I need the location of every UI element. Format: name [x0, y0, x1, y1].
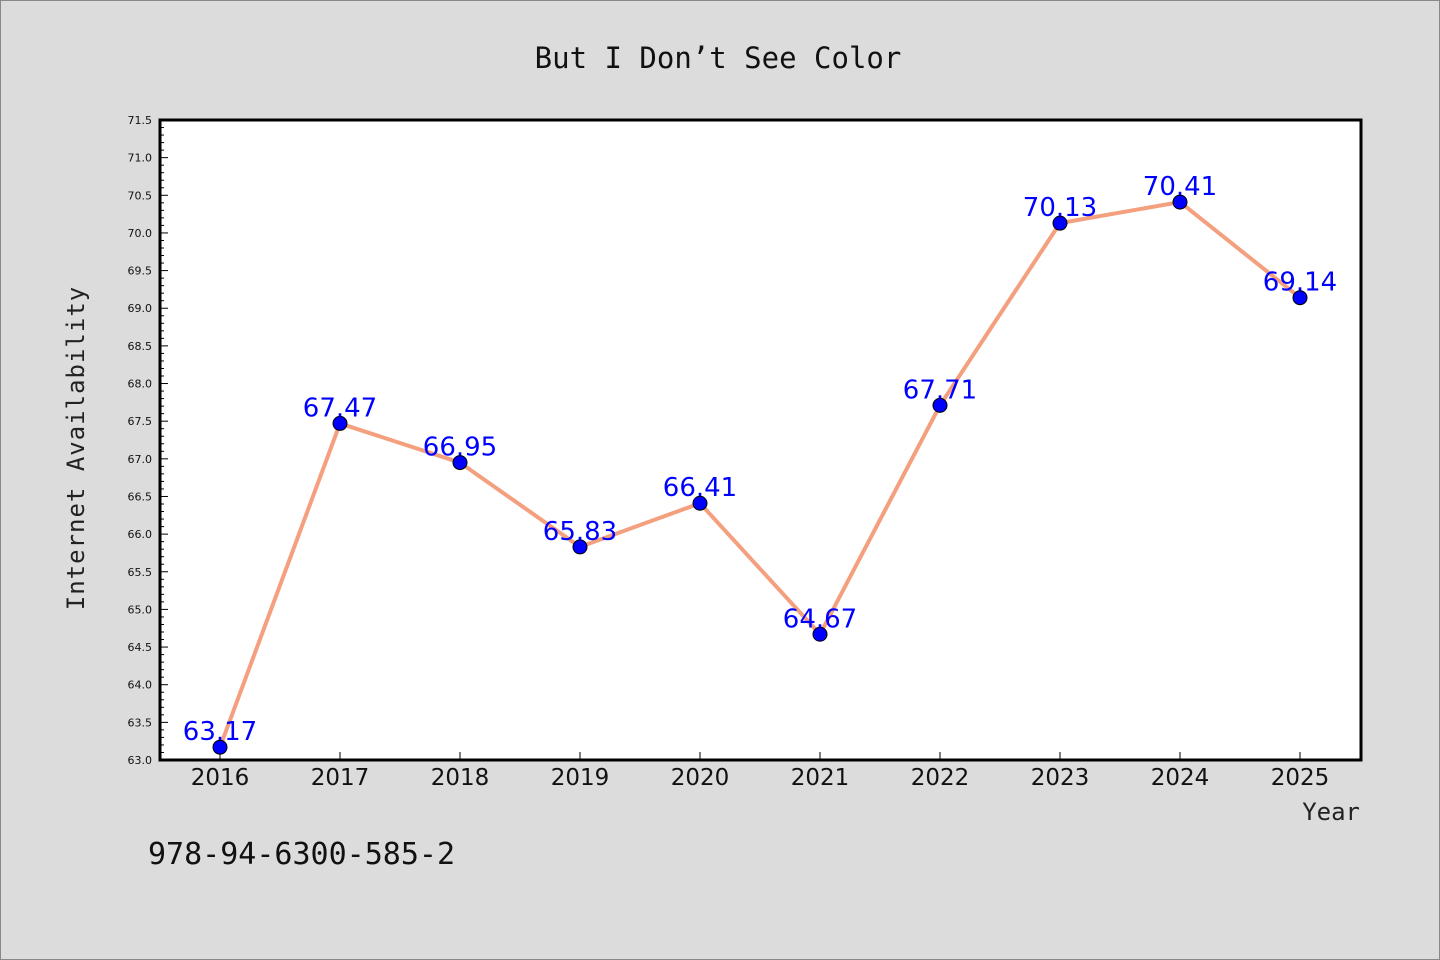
data-point	[932, 397, 948, 413]
series-line	[218, 200, 1302, 750]
y-tick-label: 69.0	[128, 302, 153, 315]
data-label: 70.13	[1023, 193, 1097, 223]
data-label: 69.14	[1263, 268, 1337, 298]
data-label: 66.95	[423, 433, 497, 463]
y-tick-label: 65.5	[128, 566, 153, 579]
data-point	[1052, 215, 1068, 231]
data-label: 66.41	[663, 473, 737, 503]
data-point	[692, 495, 708, 511]
y-tick-label: 71.5	[128, 114, 153, 127]
footnote-isbn: 978-94-6300-585-2	[148, 837, 455, 872]
x-tick-label: 2018	[431, 765, 490, 791]
y-tick-label: 70.5	[128, 189, 153, 202]
y-tick-label: 63.5	[128, 716, 153, 729]
plot-area	[158, 118, 1363, 762]
y-tick-label: 63.0	[128, 754, 153, 767]
series-markers	[212, 194, 1308, 755]
data-label: 70.41	[1143, 172, 1217, 202]
x-tick-label: 2019	[551, 765, 610, 791]
data-point	[1292, 290, 1308, 306]
x-tick-label: 2016	[191, 765, 250, 791]
x-tick-label: 2023	[1031, 765, 1090, 791]
data-label: 65.83	[543, 517, 617, 547]
y-tick-label: 71.0	[128, 152, 153, 165]
y-tick-label: 68.5	[128, 340, 153, 353]
x-tick-label: 2022	[911, 765, 970, 791]
data-label: 63.17	[183, 717, 257, 747]
y-axis-label: Internet Availability	[62, 286, 90, 610]
data-point	[332, 415, 348, 431]
x-axis-label: Year	[1302, 798, 1360, 826]
y-tick-label: 67.0	[128, 453, 153, 466]
data-point	[812, 626, 828, 642]
data-point	[212, 739, 228, 755]
data-label: 64.67	[783, 604, 857, 634]
y-tick-label: 69.5	[128, 265, 153, 278]
y-tick-label: 70.0	[128, 227, 153, 240]
x-tick-label: 2024	[1151, 765, 1210, 791]
data-labels: 63.17 67.47 66.95 65.83 66.41 64.67 67.71 70.13…	[183, 172, 1337, 747]
y-tick-label: 68.0	[128, 378, 153, 391]
y-tick-label: 66.0	[128, 528, 153, 541]
data-point	[572, 539, 588, 555]
data-label: 67.47	[303, 393, 377, 423]
y-axis: 63.0 63.5 64.0 64.5 65.0 65.5 66.0 66.5 67.0 67.5…	[128, 114, 168, 767]
data-label: 67.71	[903, 375, 977, 405]
x-tick-label: 2020	[671, 765, 730, 791]
y-tick-label: 66.5	[128, 490, 153, 503]
data-point	[452, 455, 468, 471]
y-tick-label: 65.0	[128, 603, 153, 616]
x-tick-label: 2017	[311, 765, 370, 791]
y-tick-label: 64.5	[128, 641, 153, 654]
x-tick-label: 2025	[1271, 765, 1330, 791]
y-tick-label: 64.0	[128, 679, 153, 692]
x-tick-label: 2021	[791, 765, 850, 791]
chart-title: But I Don’t See Color	[535, 41, 902, 75]
data-point	[1172, 194, 1188, 210]
y-tick-label: 67.5	[128, 415, 153, 428]
x-axis: 2016 2017 2018 2019 2020 2021 2022 2023 2024 2025	[191, 752, 1330, 791]
